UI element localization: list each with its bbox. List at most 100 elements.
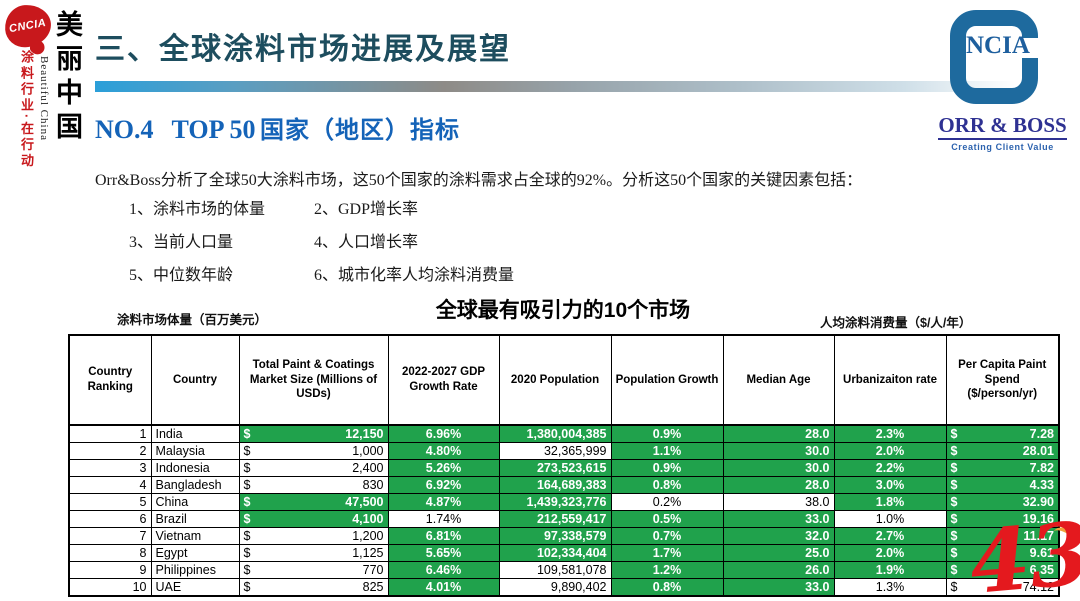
currency-symbol: $ (950, 461, 958, 475)
cell-urb: 2.0% (833, 442, 947, 460)
column-header: 2022-2027 GDP Growth Rate (387, 334, 500, 426)
cell-urb: 1.0% (833, 510, 947, 528)
cell-value: 1,000 (352, 444, 384, 458)
currency-symbol: $ (243, 495, 251, 509)
cell-urb: 2.7% (833, 527, 947, 545)
cell-country: UAE (150, 578, 240, 597)
cell-country: Philippines (150, 561, 240, 579)
cell-market: $1,000 (238, 442, 389, 460)
table-row: 8 Egypt $1,125 5.65% 102,334,404 1.7% 25.0 2.0%… (68, 544, 1060, 562)
cell-gdp: 4.80% (387, 442, 500, 460)
cell-value: 19.16 (1022, 512, 1054, 526)
cncia-seal-label: CNCIA (8, 16, 48, 36)
cell-pop: 273,523,615 (498, 459, 612, 477)
cell-rank: 7 (68, 527, 152, 545)
table-row: 9 Philippines $770 6.46% 109,581,078 1.2% 26.0… (68, 561, 1060, 579)
cell-pop: 97,338,579 (498, 527, 612, 545)
column-header: Country (150, 334, 240, 426)
cell-value: 1,200 (352, 529, 384, 543)
subtitle-top50: TOP 50 (171, 115, 256, 144)
slide-subtitle: NO.4 TOP 50 国家（地区）指标 (95, 110, 460, 145)
cell-age: 30.0 (722, 442, 835, 460)
cell-urb: 3.0% (833, 476, 947, 494)
table-row: 3 Indonesia $2,400 5.26% 273,523,615 0.9% 30.0… (68, 459, 1060, 477)
cell-pop: 164,689,383 (498, 476, 612, 494)
table-row: 5 China $47,500 4.87% 1,439,323,776 0.2% 38.0 1… (68, 493, 1060, 511)
cell-value: 825 (362, 580, 384, 594)
cell-pop: 9,890,402 (498, 578, 612, 597)
cell-urb: 2.3% (833, 424, 947, 443)
cell-urb: 2.2% (833, 459, 947, 477)
cell-gdp: 4.01% (387, 578, 500, 597)
table-row: 4 Bangladesh $830 6.92% 164,689,383 0.8% 28.0 3… (68, 476, 1060, 494)
cell-gdp: 4.87% (387, 493, 500, 511)
cell-pop: 102,334,404 (498, 544, 612, 562)
table-row: 10 UAE $825 4.01% 9,890,402 0.8% 33.0 1.3% $74.1… (68, 578, 1060, 597)
vertical-slogan: 涂料行业·在行动 (19, 50, 34, 170)
market-size-unit-label: 涂料市场体量（百万美元） (117, 313, 268, 327)
cell-popg: 0.5% (610, 510, 724, 528)
currency-symbol: $ (950, 546, 958, 560)
cell-rank: 10 (68, 578, 152, 597)
factor-item: 5、中位数年龄 (129, 267, 234, 284)
cell-pop: 109,581,078 (498, 561, 612, 579)
currency-symbol: $ (243, 546, 251, 560)
cell-age: 28.0 (722, 424, 835, 443)
cell-gdp: 6.81% (387, 527, 500, 545)
cell-rank: 1 (68, 424, 152, 443)
cell-popg: 0.9% (610, 424, 724, 443)
currency-symbol: $ (950, 580, 958, 594)
currency-symbol: $ (950, 563, 958, 577)
subtitle-no: NO.4 (95, 115, 154, 144)
cell-popg: 0.8% (610, 578, 724, 597)
ncia-c-icon (950, 10, 1038, 104)
cell-country: Bangladesh (150, 476, 240, 494)
currency-symbol: $ (243, 580, 251, 594)
cell-market: $4,100 (238, 510, 389, 528)
cell-country: India (150, 424, 240, 443)
table-header-row: Country Ranking Country Total Paint & Coat… (68, 334, 1060, 426)
currency-symbol: $ (243, 512, 251, 526)
cell-rank: 5 (68, 493, 152, 511)
section-title: 三、全球涂料市场进展及展望 (95, 33, 511, 66)
cell-age: 32.0 (722, 527, 835, 545)
cell-rank: 9 (68, 561, 152, 579)
cell-country: Brazil (150, 510, 240, 528)
cell-gdp: 5.26% (387, 459, 500, 477)
cell-country: Indonesia (150, 459, 240, 477)
cell-age: 38.0 (722, 493, 835, 511)
cell-rank: 6 (68, 510, 152, 528)
orr-boss-tagline: Creating Client Value (951, 142, 1054, 152)
cell-urb: 1.3% (833, 578, 947, 597)
cncia-seal-logo: CNCIA (3, 3, 53, 49)
currency-symbol: $ (243, 427, 251, 441)
factor-item: 3、当前人口量 (129, 234, 234, 251)
cell-cap: $74.12 (945, 578, 1060, 597)
column-header: Urbanizaiton rate (833, 334, 947, 426)
cell-value: 74.12 (1022, 580, 1054, 594)
factor-item: 1、涂料市场的体量 (129, 201, 266, 218)
table-body: 1 India $12,150 6.96% 1,380,004,385 0.9% 28.0 2… (68, 424, 1060, 597)
cell-cap: $19.16 (945, 510, 1060, 528)
column-header: Population Growth (610, 334, 724, 426)
subtitle-cn: 国家（地区）指标 (260, 117, 460, 144)
page-number-watermark: 43 (966, 502, 1080, 601)
cell-pop: 1,439,323,776 (498, 493, 612, 511)
cell-value: 32.90 (1022, 495, 1054, 509)
cell-age: 33.0 (722, 510, 835, 528)
cell-age: 33.0 (722, 578, 835, 597)
cell-popg: 1.7% (610, 544, 724, 562)
cell-cap: $7.28 (945, 424, 1060, 443)
cell-market: $825 (238, 578, 389, 597)
intro-paragraph: Orr&Boss分析了全球50大涂料市场，这50个国家的涂料需求占全球的92%。… (95, 172, 863, 189)
table-row: 1 India $12,150 6.96% 1,380,004,385 0.9% 28.0 2… (68, 424, 1060, 443)
cell-pop: 1,380,004,385 (498, 424, 612, 443)
cell-value: 7.28 (1029, 427, 1054, 441)
cell-country: China (150, 493, 240, 511)
cell-gdp: 6.46% (387, 561, 500, 579)
column-header: Per Capita Paint Spend ($/person/yr) (945, 334, 1060, 426)
cell-rank: 3 (68, 459, 152, 477)
factor-item: 4、人口增长率 (314, 234, 419, 251)
top10-markets-table: Country Ranking Country Total Paint & Coat… (68, 334, 1060, 597)
